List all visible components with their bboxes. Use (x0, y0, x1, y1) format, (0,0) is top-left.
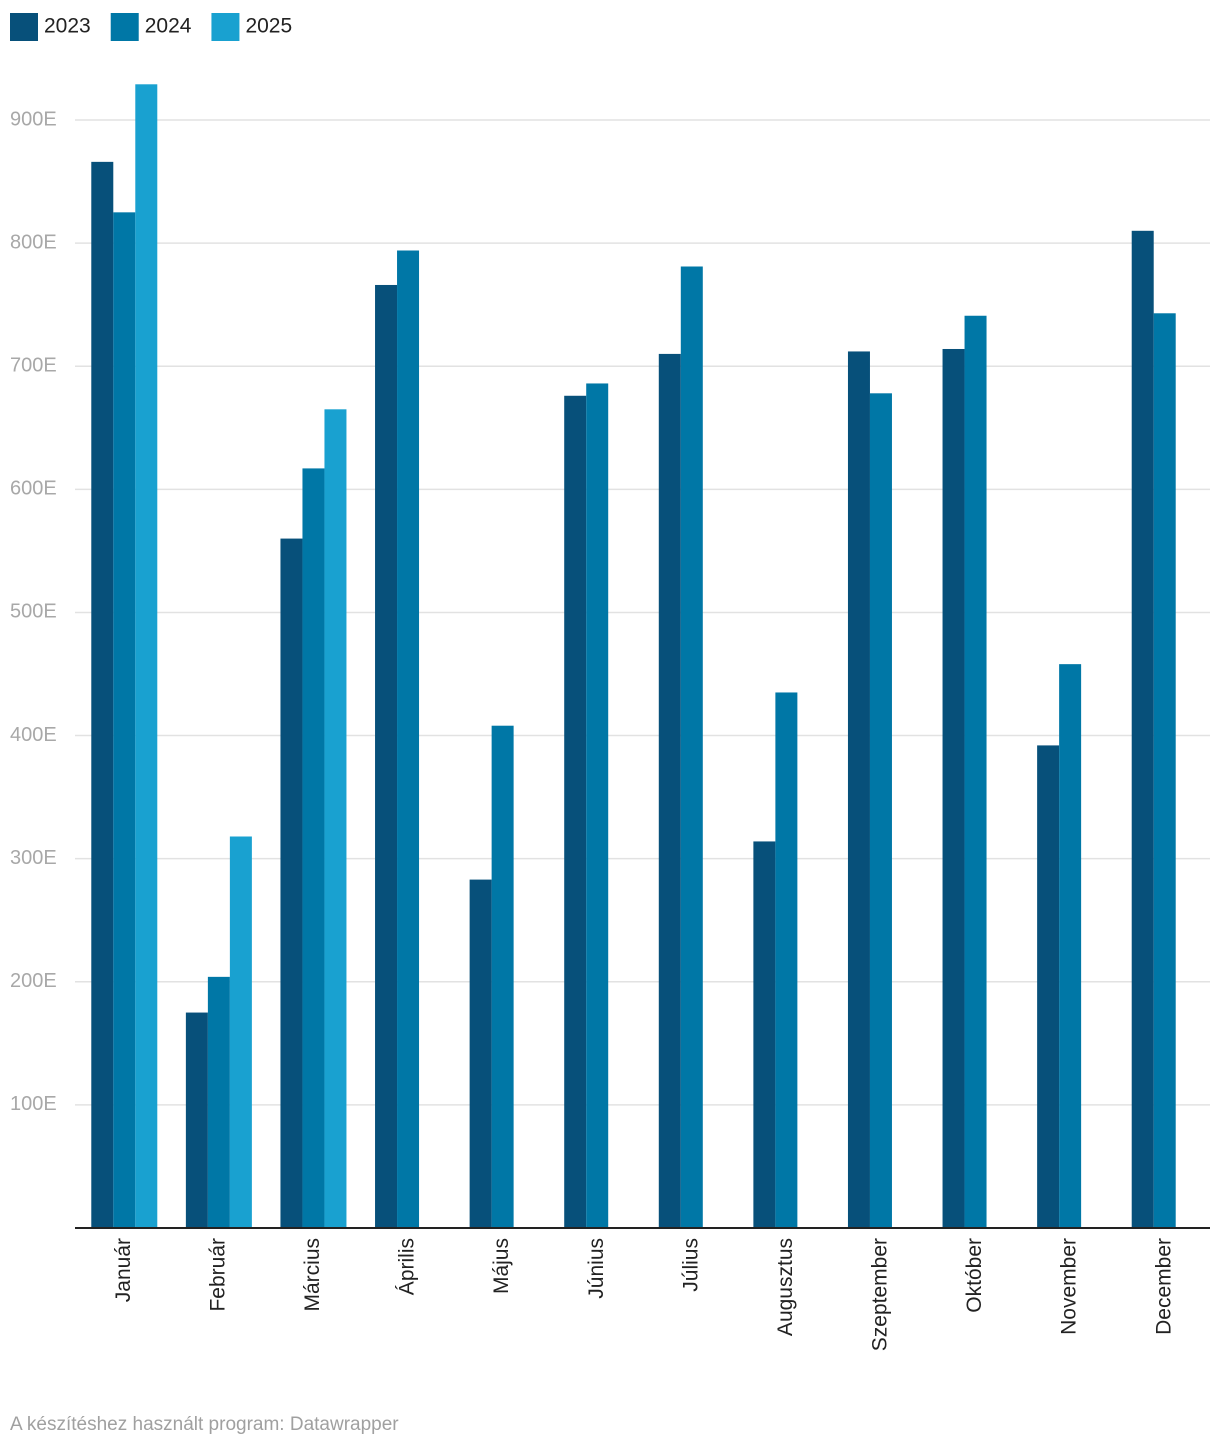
x-tick-label: Augusztus (774, 1238, 797, 1336)
bar (680, 266, 703, 1229)
bar (1153, 313, 1176, 1229)
bar (564, 395, 587, 1228)
legend-label: 2024 (145, 15, 192, 38)
bar (847, 351, 870, 1229)
legend-label: 2023 (44, 15, 91, 38)
bar (1059, 664, 1082, 1228)
x-tick-label: Július (679, 1238, 702, 1292)
x-tick-label: Június (585, 1238, 608, 1299)
bar (753, 841, 776, 1228)
bar (964, 315, 987, 1228)
bar (135, 84, 158, 1229)
bar (1131, 230, 1154, 1229)
x-tick-label: November (1058, 1238, 1081, 1335)
y-tick-label: 300E (10, 847, 57, 869)
x-tick-label: Január (112, 1238, 135, 1302)
y-tick-label: 600E (10, 478, 57, 500)
bar (207, 976, 230, 1228)
x-tick-label: Február (206, 1238, 229, 1312)
y-tick-label: 400E (10, 724, 57, 746)
bar (869, 393, 892, 1229)
bar (397, 250, 420, 1228)
x-tick-label: Szeptember (869, 1238, 892, 1351)
y-tick-label: 100E (10, 1093, 57, 1115)
legend-swatch (10, 13, 38, 41)
footer: A készítéshez használt program: Datawrap… (10, 1414, 399, 1435)
bar (942, 348, 965, 1228)
bar (469, 879, 492, 1228)
y-tick-label: 200E (10, 970, 57, 992)
legend-label: 2025 (245, 15, 292, 38)
x-tick-label: Április (396, 1238, 419, 1295)
bar (775, 692, 798, 1228)
x-tick-label: Október (963, 1238, 986, 1313)
bar (91, 161, 114, 1228)
bar (324, 409, 347, 1228)
bar (302, 468, 325, 1229)
legend-swatch (211, 13, 240, 41)
bar (229, 836, 252, 1228)
y-tick-label: 900E (10, 108, 57, 130)
bar (1037, 745, 1060, 1228)
y-tick-label: 700E (10, 355, 57, 377)
bar (185, 1012, 208, 1228)
bar (491, 725, 514, 1228)
bar (113, 212, 136, 1229)
x-tick-label: Május (490, 1238, 513, 1294)
y-tick-label: 500E (10, 601, 57, 623)
legend-swatch (110, 13, 139, 41)
x-tick-label: Március (301, 1238, 324, 1312)
x-tick-label: December (1152, 1238, 1175, 1335)
bar (658, 353, 681, 1228)
y-tick-label: 800E (10, 231, 57, 253)
bar (586, 383, 609, 1228)
bar (280, 538, 303, 1228)
bar (375, 284, 398, 1229)
